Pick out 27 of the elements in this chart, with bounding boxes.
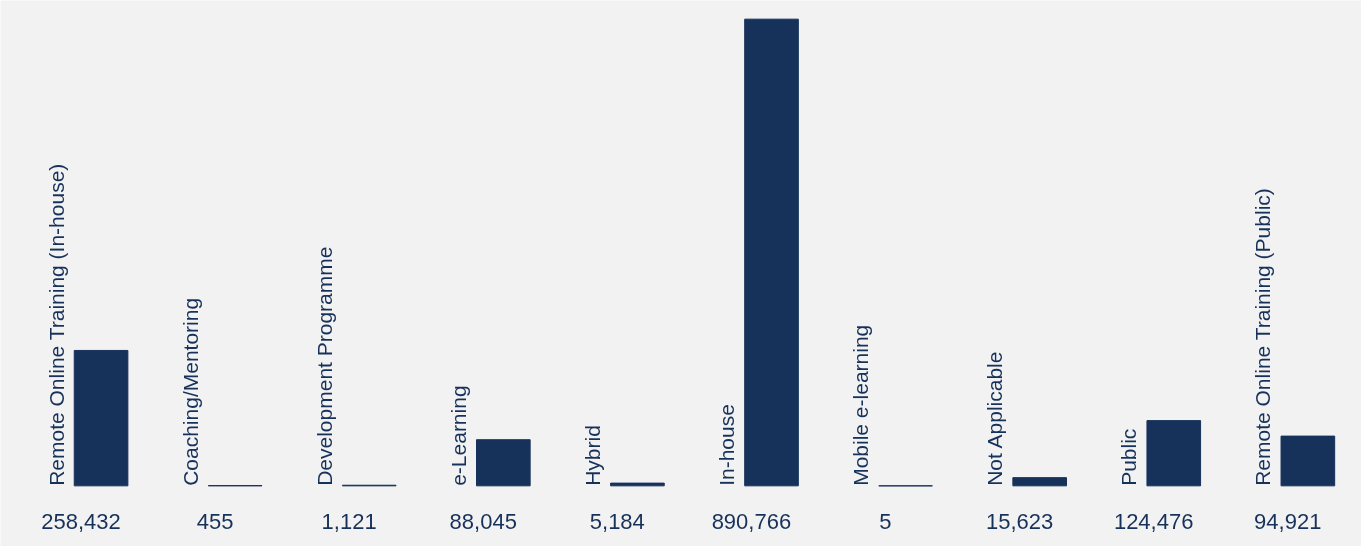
x-tick-label: Remote Online Training (In-house) bbox=[44, 163, 68, 486]
bar bbox=[610, 482, 665, 487]
bar bbox=[1012, 477, 1067, 487]
x-tick-label: Mobile e-learning bbox=[849, 324, 873, 486]
x-tick-label: Coaching/Mentoring bbox=[178, 297, 202, 486]
x-tick-label: Public bbox=[1117, 428, 1141, 486]
bar bbox=[73, 349, 129, 487]
x-tick-label: Development Programme bbox=[312, 246, 336, 486]
data-label: 15,623 bbox=[985, 508, 1054, 534]
data-label: 258,432 bbox=[41, 508, 121, 534]
x-tick-label: Not Applicable bbox=[983, 351, 1007, 486]
bar bbox=[744, 18, 799, 487]
data-label: 124,476 bbox=[1113, 508, 1194, 534]
data-label: 890,766 bbox=[711, 508, 792, 534]
bar bbox=[1146, 420, 1202, 487]
data-label: 5 bbox=[879, 508, 892, 534]
bar bbox=[1280, 435, 1336, 487]
data-label: 88,045 bbox=[449, 508, 517, 534]
data-label: 94,921 bbox=[1254, 508, 1322, 534]
x-tick-label: Remote Online Training (Public) bbox=[1251, 188, 1275, 486]
data-label: 1,121 bbox=[321, 508, 377, 534]
x-tick-label: Hybrid bbox=[580, 425, 604, 486]
data-label: 455 bbox=[196, 508, 234, 534]
x-tick-label: In-house bbox=[714, 404, 738, 486]
x-tick-label: e-Learning bbox=[446, 385, 470, 486]
data-label: 5,184 bbox=[589, 508, 645, 534]
bar bbox=[476, 439, 531, 487]
